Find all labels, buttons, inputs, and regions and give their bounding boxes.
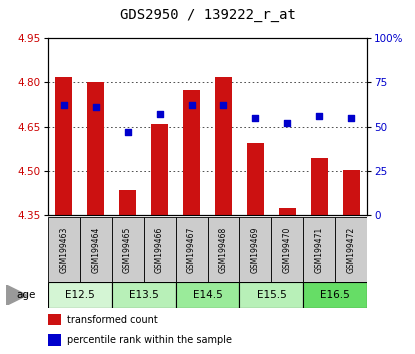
Bar: [87, 82, 105, 215]
Text: age: age: [16, 290, 35, 300]
Bar: [48, 314, 61, 325]
Text: GSM199466: GSM199466: [155, 227, 164, 273]
Bar: [271, 217, 303, 282]
Bar: [48, 334, 61, 346]
Bar: [215, 76, 232, 215]
Bar: [310, 158, 328, 215]
Point: [92, 104, 99, 110]
Bar: [80, 217, 112, 282]
Bar: [119, 190, 137, 215]
Text: E15.5: E15.5: [256, 290, 286, 300]
Text: GSM199463: GSM199463: [59, 227, 68, 273]
Text: GDS2950 / 139222_r_at: GDS2950 / 139222_r_at: [120, 8, 295, 22]
Point: [61, 103, 67, 108]
Text: GSM199464: GSM199464: [91, 227, 100, 273]
Bar: [239, 217, 271, 282]
Bar: [48, 217, 80, 282]
Text: GSM199469: GSM199469: [251, 227, 260, 273]
Bar: [278, 208, 296, 215]
Text: GSM199468: GSM199468: [219, 227, 228, 273]
Point: [316, 113, 323, 119]
Point: [188, 103, 195, 108]
Bar: [176, 282, 239, 308]
Text: transformed count: transformed count: [67, 314, 158, 325]
Bar: [151, 124, 168, 215]
Bar: [48, 282, 112, 308]
Bar: [247, 143, 264, 215]
Bar: [239, 282, 303, 308]
Text: GSM199472: GSM199472: [347, 227, 356, 273]
Bar: [303, 282, 367, 308]
Text: GSM199470: GSM199470: [283, 227, 292, 273]
Bar: [342, 170, 360, 215]
Polygon shape: [6, 285, 27, 306]
Point: [156, 112, 163, 117]
Point: [124, 129, 131, 135]
Point: [252, 115, 259, 121]
Bar: [335, 217, 367, 282]
Bar: [112, 217, 144, 282]
Text: E12.5: E12.5: [65, 290, 95, 300]
Point: [220, 103, 227, 108]
Bar: [144, 217, 176, 282]
Text: E16.5: E16.5: [320, 290, 350, 300]
Point: [284, 120, 290, 126]
Point: [348, 115, 354, 121]
Bar: [176, 217, 208, 282]
Text: E13.5: E13.5: [129, 290, 159, 300]
Bar: [303, 217, 335, 282]
Text: percentile rank within the sample: percentile rank within the sample: [67, 335, 232, 345]
Bar: [112, 282, 176, 308]
Bar: [208, 217, 239, 282]
Text: E14.5: E14.5: [193, 290, 222, 300]
Text: GSM199465: GSM199465: [123, 227, 132, 273]
Bar: [183, 90, 200, 215]
Text: GSM199471: GSM199471: [315, 227, 324, 273]
Bar: [55, 76, 73, 215]
Text: GSM199467: GSM199467: [187, 227, 196, 273]
